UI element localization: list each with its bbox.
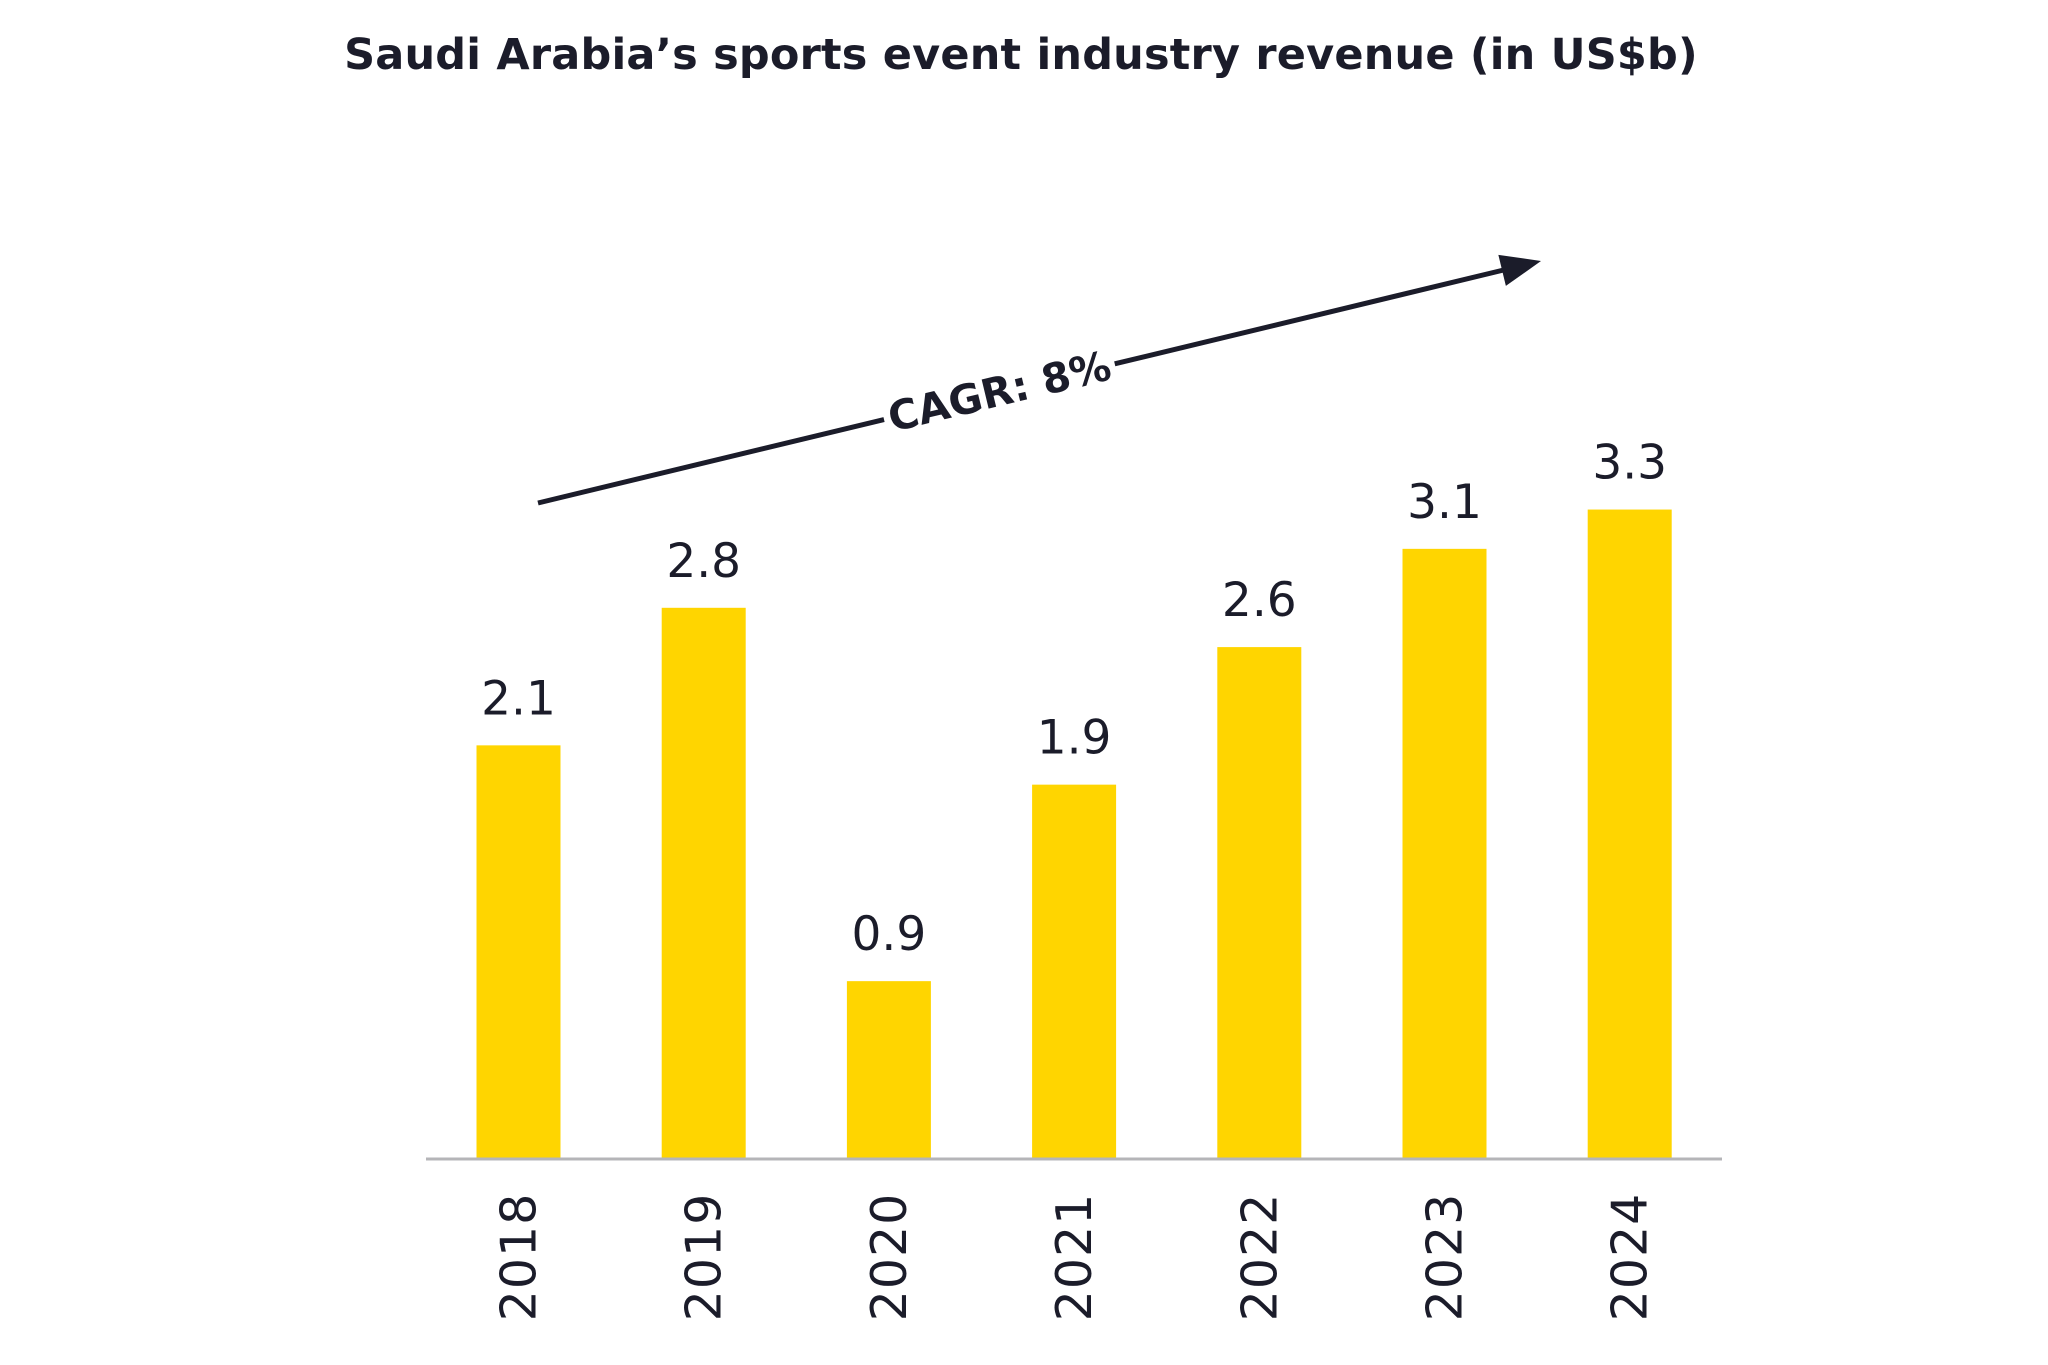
x-tick-label-2021: 2021 <box>1046 1193 1103 1322</box>
bar-2019 <box>661 607 746 1158</box>
bar-2024 <box>1587 509 1672 1158</box>
bar-2021 <box>1032 784 1117 1158</box>
x-tick-label-2022: 2022 <box>1231 1193 1288 1322</box>
cagr-arrow-head-icon <box>1498 254 1541 286</box>
data-label-2023: 3.1 <box>1407 475 1482 530</box>
cagr-annotation: CAGR: 8% <box>537 254 1541 506</box>
bar-2023 <box>1402 548 1487 1158</box>
data-label-2024: 3.3 <box>1592 436 1667 491</box>
bar-2022 <box>1217 647 1302 1158</box>
data-label-2021: 1.9 <box>1037 711 1112 766</box>
x-tick-label-2018: 2018 <box>491 1193 548 1322</box>
x-tick-label-2024: 2024 <box>1602 1193 1659 1322</box>
data-label-2019: 2.8 <box>666 534 741 589</box>
data-label-2022: 2.6 <box>1222 573 1297 628</box>
cagr-label: CAGR: 8% <box>883 342 1115 442</box>
bars-group <box>476 509 1672 1158</box>
data-labels-group: 2.1 2.8 0.9 1.9 2.6 3.1 3.3 <box>481 436 1667 963</box>
x-tick-label-2020: 2020 <box>861 1193 918 1322</box>
data-label-2018: 2.1 <box>481 671 556 726</box>
cagr-arrow-line-right <box>1114 266 1511 367</box>
x-tick-label-2019: 2019 <box>676 1193 733 1322</box>
x-tick-label-2023: 2023 <box>1417 1193 1474 1322</box>
bar-2018 <box>476 745 561 1158</box>
data-label-2020: 0.9 <box>852 907 927 962</box>
cagr-arrow-line-left <box>537 417 885 506</box>
chart-title: Saudi Arabia’s sports event industry rev… <box>344 30 1698 80</box>
bar-2020 <box>846 981 931 1158</box>
x-tick-labels-group: 2018 2019 2020 2021 2022 2023 2024 <box>491 1193 1659 1322</box>
